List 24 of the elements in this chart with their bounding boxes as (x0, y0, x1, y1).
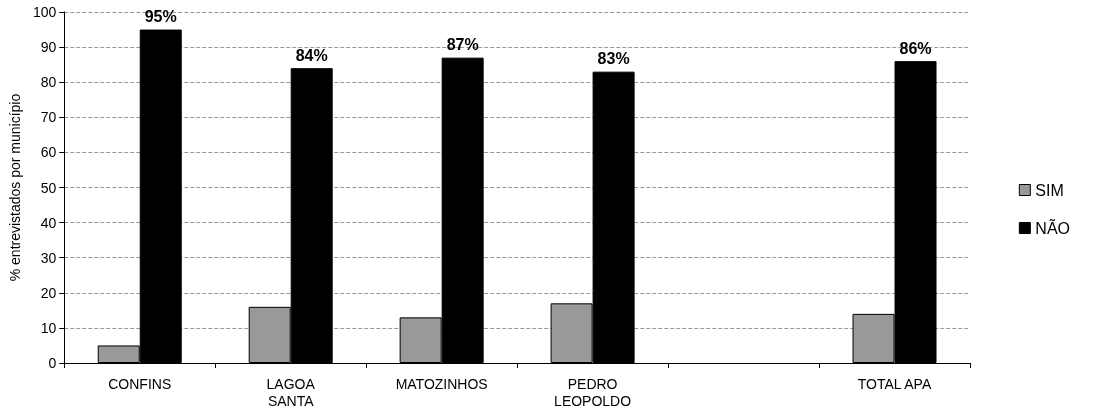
y-tick-label: 90 (40, 39, 57, 56)
y-tick-label: 50 (40, 179, 57, 196)
x-tick-label: MATOZINHOS (395, 375, 488, 392)
y-tick-label: 20 (40, 284, 57, 301)
x-tick-label: PEDRO LEOPOLDO (554, 375, 632, 409)
y-tick-label: 60 (40, 144, 57, 161)
data-label: 87% (446, 36, 479, 54)
y-tick-label: 30 (40, 249, 57, 266)
data-label: 83% (597, 50, 630, 68)
y-tick-label: 80 (40, 74, 57, 91)
x-tick-label: CONFINS (108, 375, 172, 392)
data-label: 95% (144, 8, 177, 26)
y-tick-label: 10 (40, 319, 57, 336)
legend-label: NÃO (1035, 217, 1070, 237)
legend-label: SIM (1035, 181, 1064, 199)
data-label: 84% (295, 46, 328, 64)
x-tick-label: LAGOA SANTA (266, 375, 316, 409)
data-label: 86% (899, 39, 932, 57)
y-tick-label: 70 (40, 109, 57, 126)
y-tick-label: 40 (40, 214, 57, 231)
y-tick-label: 0 (48, 355, 57, 371)
y-tick-label: 100 (32, 4, 57, 20)
x-tick-label: TOTAL APA (857, 375, 932, 392)
y-axis-title: % entrevistados por município (7, 93, 23, 282)
